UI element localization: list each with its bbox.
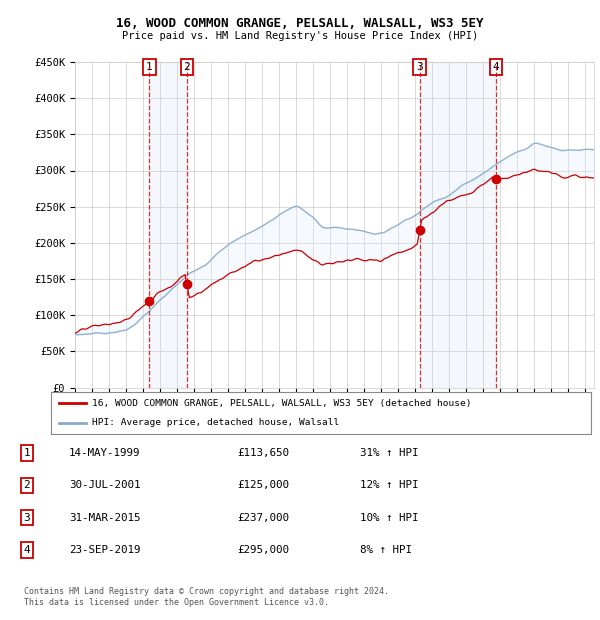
Text: 1: 1 xyxy=(146,62,153,72)
Text: Price paid vs. HM Land Registry's House Price Index (HPI): Price paid vs. HM Land Registry's House … xyxy=(122,31,478,41)
Text: Contains HM Land Registry data © Crown copyright and database right 2024.: Contains HM Land Registry data © Crown c… xyxy=(24,587,389,596)
Text: 4: 4 xyxy=(493,62,499,72)
Text: £125,000: £125,000 xyxy=(237,480,289,490)
Text: 3: 3 xyxy=(416,62,423,72)
Text: 16, WOOD COMMON GRANGE, PELSALL, WALSALL, WS3 5EY: 16, WOOD COMMON GRANGE, PELSALL, WALSALL… xyxy=(116,17,484,30)
Text: 31-MAR-2015: 31-MAR-2015 xyxy=(69,513,140,523)
Text: 30-JUL-2001: 30-JUL-2001 xyxy=(69,480,140,490)
Text: 14-MAY-1999: 14-MAY-1999 xyxy=(69,448,140,458)
Text: 12% ↑ HPI: 12% ↑ HPI xyxy=(360,480,419,490)
Bar xyxy=(149,62,187,388)
Text: 23-SEP-2019: 23-SEP-2019 xyxy=(69,545,140,555)
Text: 31% ↑ HPI: 31% ↑ HPI xyxy=(360,448,419,458)
Text: 3: 3 xyxy=(23,513,31,523)
Text: 1: 1 xyxy=(23,448,31,458)
Text: 4: 4 xyxy=(23,545,31,555)
Text: HPI: Average price, detached house, Walsall: HPI: Average price, detached house, Wals… xyxy=(91,418,339,427)
Text: 8% ↑ HPI: 8% ↑ HPI xyxy=(360,545,412,555)
Text: £295,000: £295,000 xyxy=(237,545,289,555)
Text: 16, WOOD COMMON GRANGE, PELSALL, WALSALL, WS3 5EY (detached house): 16, WOOD COMMON GRANGE, PELSALL, WALSALL… xyxy=(91,399,471,408)
Bar xyxy=(419,62,496,388)
Text: 2: 2 xyxy=(23,480,31,490)
Text: 10% ↑ HPI: 10% ↑ HPI xyxy=(360,513,419,523)
Text: 2: 2 xyxy=(184,62,190,72)
Text: £237,000: £237,000 xyxy=(237,513,289,523)
Text: This data is licensed under the Open Government Licence v3.0.: This data is licensed under the Open Gov… xyxy=(24,598,329,607)
Text: £113,650: £113,650 xyxy=(237,448,289,458)
